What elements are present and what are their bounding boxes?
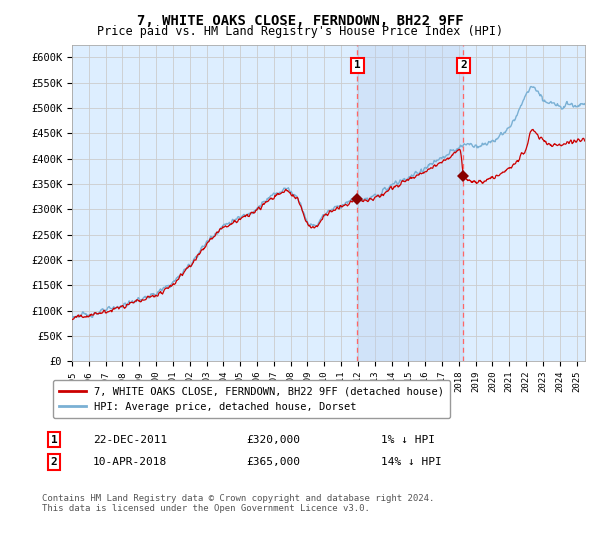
Text: Price paid vs. HM Land Registry's House Price Index (HPI): Price paid vs. HM Land Registry's House … <box>97 25 503 38</box>
Text: 1: 1 <box>50 435 58 445</box>
Text: 1: 1 <box>354 60 361 71</box>
Text: 7, WHITE OAKS CLOSE, FERNDOWN, BH22 9FF: 7, WHITE OAKS CLOSE, FERNDOWN, BH22 9FF <box>137 14 463 28</box>
Text: 10-APR-2018: 10-APR-2018 <box>93 457 167 467</box>
Bar <box>358 45 463 361</box>
Text: 22-DEC-2011: 22-DEC-2011 <box>93 435 167 445</box>
Text: £320,000: £320,000 <box>246 435 300 445</box>
Text: 14% ↓ HPI: 14% ↓ HPI <box>381 457 442 467</box>
Text: £365,000: £365,000 <box>246 457 300 467</box>
Text: 2: 2 <box>460 60 467 71</box>
Text: 1% ↓ HPI: 1% ↓ HPI <box>381 435 435 445</box>
Legend: 7, WHITE OAKS CLOSE, FERNDOWN, BH22 9FF (detached house), HPI: Average price, de: 7, WHITE OAKS CLOSE, FERNDOWN, BH22 9FF … <box>53 380 450 418</box>
Text: Contains HM Land Registry data © Crown copyright and database right 2024.
This d: Contains HM Land Registry data © Crown c… <box>42 494 434 514</box>
Text: 2: 2 <box>50 457 58 467</box>
